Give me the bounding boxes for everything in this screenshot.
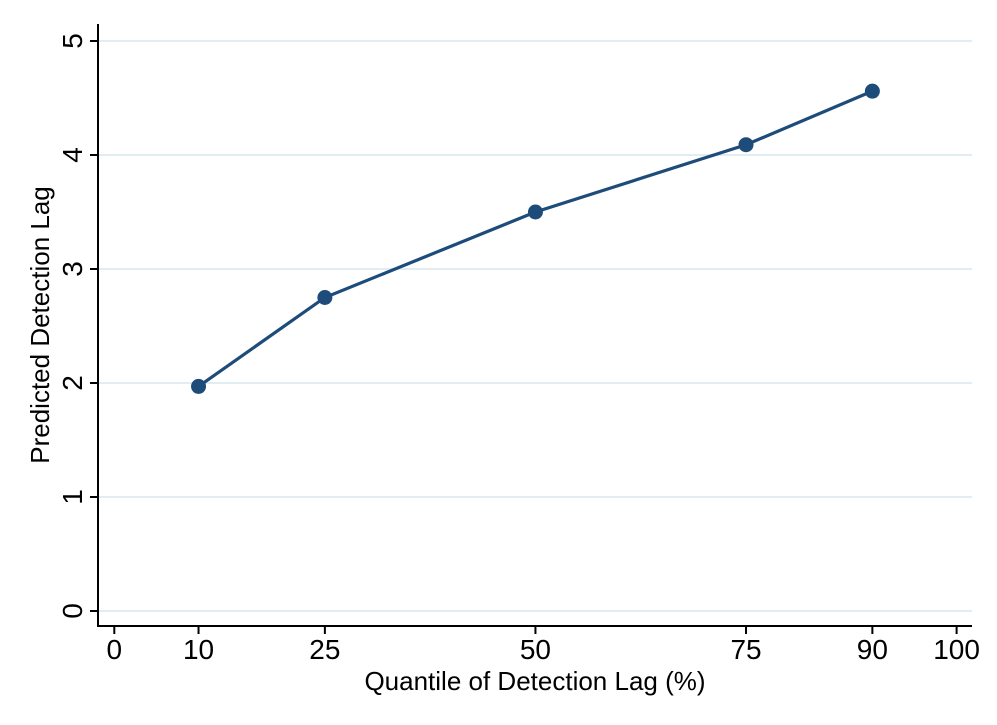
series-line [197,89,873,388]
y-tick-label: 3 [57,261,88,277]
y-axis-title: Predicted Detection Lag [25,186,55,464]
y-tick-label: 0 [57,603,88,619]
x-tick-label: 10 [183,634,214,665]
series-markers [191,83,880,394]
y-tick-label: 4 [57,147,88,163]
data-point [527,204,543,220]
data-point [738,137,754,153]
x-tick-label: 25 [309,634,340,665]
x-tick-label: 90 [857,634,888,665]
y-tick-label: 5 [57,33,88,49]
x-tick-label: 75 [730,634,761,665]
y-tick-label: 1 [57,489,88,505]
x-tick-label: 50 [520,634,551,665]
axes [90,24,972,634]
gridlines [99,40,972,612]
data-point [864,83,880,99]
x-tick-label: 100 [933,634,980,665]
x-axis-title: Quantile of Detection Lag (%) [364,666,705,696]
data-point [191,378,207,394]
data-point [317,290,333,305]
y-tick-label: 2 [57,375,88,391]
x-tick-label: 0 [107,634,123,665]
